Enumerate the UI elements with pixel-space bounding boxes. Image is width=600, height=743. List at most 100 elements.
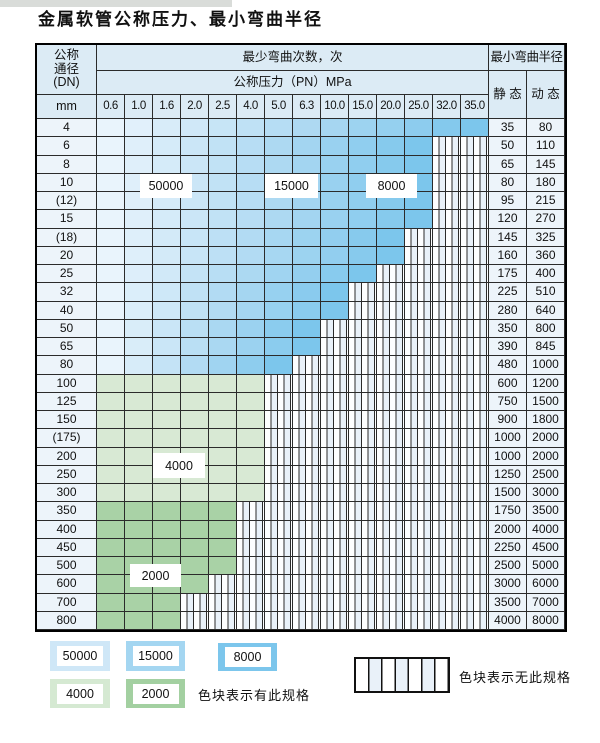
dynamic-radius-cell: 270 bbox=[527, 210, 565, 229]
spec-cell bbox=[125, 338, 153, 357]
spec-cell bbox=[181, 520, 209, 539]
spec-cell bbox=[237, 338, 265, 357]
spec-cell bbox=[153, 374, 181, 393]
spec-cell bbox=[125, 265, 153, 284]
spec-cell bbox=[97, 265, 125, 284]
pressure-col-header: 1.6 bbox=[153, 95, 181, 119]
spec-cell bbox=[125, 155, 153, 174]
static-radius-cell: 390 bbox=[489, 338, 527, 357]
spec-cell bbox=[153, 155, 181, 174]
no-spec-cell bbox=[405, 557, 433, 576]
no-spec-cell bbox=[349, 356, 377, 375]
no-spec-cell bbox=[377, 411, 405, 430]
no-spec-cell bbox=[293, 557, 321, 576]
spec-cell bbox=[153, 593, 181, 612]
no-spec-cell bbox=[377, 465, 405, 484]
dynamic-radius-cell: 8000 bbox=[527, 611, 565, 630]
no-spec-cell bbox=[461, 502, 489, 521]
spec-cell bbox=[293, 301, 321, 320]
spec-cell bbox=[293, 246, 321, 265]
no-spec-cell bbox=[461, 137, 489, 156]
spec-cell bbox=[433, 119, 461, 138]
no-spec-cell bbox=[433, 538, 461, 557]
no-spec-cell bbox=[461, 392, 489, 411]
no-spec-cell bbox=[433, 575, 461, 594]
static-radius-cell: 225 bbox=[489, 283, 527, 302]
spec-cell bbox=[153, 392, 181, 411]
dynamic-radius-cell: 5000 bbox=[527, 557, 565, 576]
spec-cell bbox=[97, 374, 125, 393]
dn-cell: 32 bbox=[37, 283, 97, 302]
spec-cell bbox=[181, 392, 209, 411]
spec-cell bbox=[237, 301, 265, 320]
no-spec-cell bbox=[377, 374, 405, 393]
spec-cell bbox=[293, 338, 321, 357]
no-spec-cell bbox=[377, 319, 405, 338]
spec-cell bbox=[181, 265, 209, 284]
static-radius-cell: 1250 bbox=[489, 465, 527, 484]
no-spec-cell bbox=[321, 502, 349, 521]
no-spec-cell bbox=[405, 356, 433, 375]
no-spec-cell bbox=[405, 246, 433, 265]
spec-cell bbox=[153, 538, 181, 557]
dynamic-radius-cell: 215 bbox=[527, 192, 565, 211]
no-spec-cell bbox=[377, 392, 405, 411]
cycle-label-15000: 15000 bbox=[265, 174, 318, 198]
no-spec-cell bbox=[433, 265, 461, 284]
spec-cell bbox=[209, 429, 237, 448]
spec-cell bbox=[349, 265, 377, 284]
spec-cell bbox=[237, 119, 265, 138]
spec-cell bbox=[209, 192, 237, 211]
dynamic-radius-cell: 1200 bbox=[527, 374, 565, 393]
legend-swatch-label: 2000 bbox=[132, 683, 179, 704]
no-spec-cell bbox=[377, 338, 405, 357]
dn-cell: 65 bbox=[37, 338, 97, 357]
spec-cell bbox=[321, 301, 349, 320]
spec-cell bbox=[97, 119, 125, 138]
dynamic-radius-cell: 3000 bbox=[527, 484, 565, 503]
no-spec-cell bbox=[377, 520, 405, 539]
cycle-label-2000: 2000 bbox=[130, 564, 181, 587]
spec-cell bbox=[377, 137, 405, 156]
no-spec-cell bbox=[405, 538, 433, 557]
no-spec-cell bbox=[405, 593, 433, 612]
spec-cell bbox=[349, 228, 377, 247]
spec-cell bbox=[125, 611, 153, 630]
static-radius-cell: 3500 bbox=[489, 593, 527, 612]
spec-cell bbox=[97, 411, 125, 430]
spec-cell bbox=[209, 392, 237, 411]
no-spec-cell bbox=[433, 447, 461, 466]
pressure-col-header: 15.0 bbox=[349, 95, 377, 119]
spec-cell bbox=[321, 173, 349, 192]
no-spec-cell bbox=[461, 520, 489, 539]
dn-cell: 400 bbox=[37, 520, 97, 539]
spec-cell bbox=[125, 538, 153, 557]
spec-cell bbox=[321, 137, 349, 156]
spec-cell bbox=[349, 155, 377, 174]
spec-cell bbox=[97, 520, 125, 539]
spec-cell bbox=[265, 319, 293, 338]
spec-cell bbox=[293, 119, 321, 138]
spec-cell bbox=[181, 210, 209, 229]
dynamic-radius-cell: 360 bbox=[527, 246, 565, 265]
spec-cell bbox=[237, 465, 265, 484]
dn-cell: 100 bbox=[37, 374, 97, 393]
no-spec-cell bbox=[349, 593, 377, 612]
header-bend-cycles: 最少弯曲次数，次 bbox=[97, 45, 489, 71]
static-radius-cell: 3000 bbox=[489, 575, 527, 594]
spec-cell bbox=[125, 447, 153, 466]
spec-cell bbox=[265, 155, 293, 174]
spec-cell bbox=[209, 228, 237, 247]
spec-cell bbox=[153, 411, 181, 430]
dn-cell: 50 bbox=[37, 319, 97, 338]
dn-cell: 4 bbox=[37, 119, 97, 138]
no-spec-cell bbox=[265, 502, 293, 521]
no-spec-cell bbox=[405, 265, 433, 284]
spec-cell bbox=[209, 319, 237, 338]
static-radius-cell: 4000 bbox=[489, 611, 527, 630]
spec-cell bbox=[181, 228, 209, 247]
spec-cell bbox=[209, 338, 237, 357]
pressure-col-header: 10.0 bbox=[321, 95, 349, 119]
spec-cell bbox=[97, 575, 125, 594]
spec-cell bbox=[265, 283, 293, 302]
